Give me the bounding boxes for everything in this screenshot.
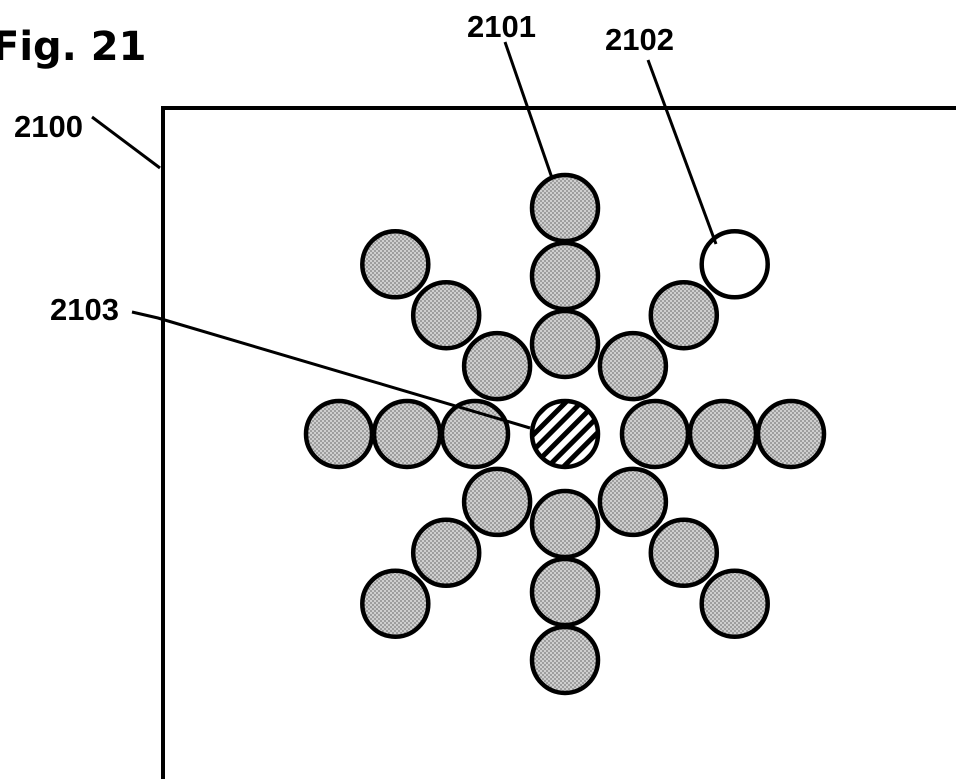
cell-2101 bbox=[648, 279, 720, 351]
label-2103: 2103 bbox=[50, 292, 119, 327]
leader-line-2100 bbox=[91, 115, 161, 170]
empty-cell-2102 bbox=[699, 229, 770, 300]
cell-array bbox=[303, 172, 827, 696]
cell-2101 bbox=[529, 624, 601, 696]
cell-2101 bbox=[529, 172, 601, 244]
cell-2101 bbox=[699, 568, 770, 639]
label-2100: 2100 bbox=[14, 109, 83, 144]
cell-2101 bbox=[461, 466, 533, 538]
cell-2101 bbox=[360, 568, 431, 639]
cell-2101 bbox=[410, 279, 482, 351]
leader-line-2101 bbox=[503, 41, 554, 179]
leader-line-2103 bbox=[131, 310, 531, 430]
center-cell-2103 bbox=[529, 398, 601, 470]
cell-2101 bbox=[619, 398, 691, 470]
cell-2101 bbox=[529, 308, 601, 380]
label-2102: 2102 bbox=[605, 22, 674, 57]
cell-2101 bbox=[410, 517, 482, 589]
cell-2101 bbox=[529, 240, 601, 312]
cell-2101 bbox=[529, 488, 601, 560]
leader-line-2102 bbox=[646, 59, 718, 245]
cell-2101 bbox=[529, 556, 601, 628]
cell-2101 bbox=[303, 398, 375, 470]
cell-2101 bbox=[597, 466, 669, 538]
cell-2101 bbox=[360, 229, 431, 300]
frame-2100 bbox=[161, 106, 956, 779]
cell-2101 bbox=[461, 330, 533, 402]
cell-2101 bbox=[597, 330, 669, 402]
cell-2101 bbox=[755, 398, 827, 470]
label-2101: 2101 bbox=[467, 9, 536, 44]
cell-2101 bbox=[371, 398, 443, 470]
cell-2101 bbox=[648, 517, 720, 589]
cell-2101 bbox=[687, 398, 759, 470]
figure-title: Fig. 21 bbox=[0, 24, 146, 70]
